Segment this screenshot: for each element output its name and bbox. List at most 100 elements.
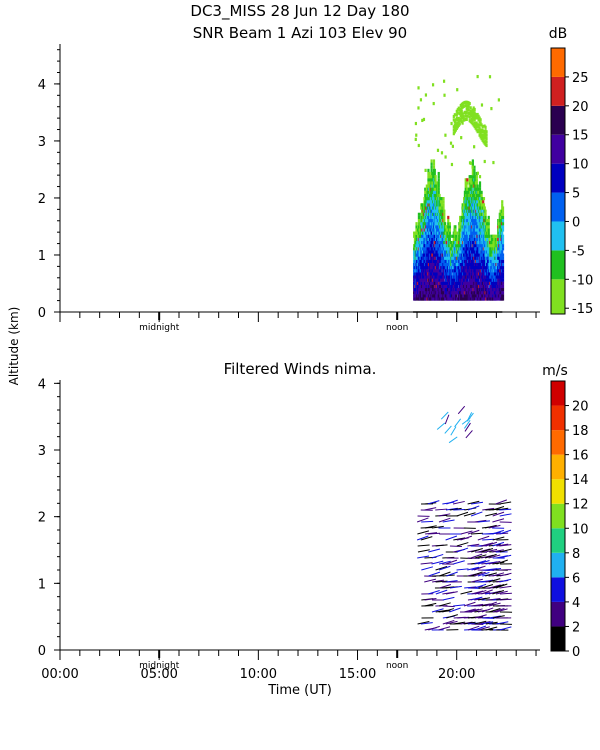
wind-barb (495, 608, 508, 613)
snr-cell (474, 294, 477, 298)
snr-cell (443, 218, 446, 223)
snr-cell (454, 121, 457, 125)
snr-cell (493, 253, 496, 257)
snr-cell (501, 250, 504, 254)
wind-barb (470, 532, 483, 535)
snr-cell (453, 126, 456, 131)
snr-cell (451, 278, 454, 282)
snr-cell (423, 240, 426, 245)
snr-marker-label-midnight: midnight (139, 323, 180, 333)
snr-cell (478, 126, 481, 130)
snr-cell (501, 253, 505, 257)
wind-barb (421, 566, 434, 571)
snr-cell (457, 287, 460, 292)
snr-cell (424, 168, 427, 172)
snr-cell (492, 160, 495, 165)
snr-cell (473, 165, 476, 169)
snr-cell (501, 297, 505, 301)
snr-cell (485, 133, 488, 137)
winds-colorbar-bin (551, 626, 565, 651)
snr-cell (427, 168, 430, 173)
wind-barb (463, 608, 476, 613)
winds-y-tick-label: 3 (38, 444, 46, 459)
snr-cell (497, 98, 500, 102)
snr-cell (417, 143, 420, 148)
snr-cell (493, 281, 496, 285)
snr-cell (485, 140, 488, 144)
wind-barb (427, 500, 440, 505)
wind-barb (420, 562, 433, 565)
wind-barb (420, 622, 433, 625)
wind-barb (431, 525, 444, 529)
snr-cell (430, 240, 433, 245)
wind-barb (438, 560, 451, 565)
snr-cell (428, 240, 432, 245)
wind-barb (499, 554, 512, 559)
snr-cell (495, 240, 498, 245)
snr-cell (501, 281, 505, 285)
wind-barb (444, 425, 452, 434)
snr-cell (466, 193, 469, 198)
snr-cell (453, 244, 456, 248)
wind-barb (492, 607, 505, 613)
snr-cell (439, 228, 442, 232)
snr-cell (478, 133, 481, 137)
wind-barb (474, 589, 487, 595)
snr-cell (482, 197, 486, 201)
wind-barb (488, 615, 501, 619)
snr-cell (428, 250, 431, 254)
wind-barb (474, 614, 487, 619)
snr-cell (473, 171, 476, 176)
wind-barb (492, 506, 505, 511)
winds-colorbar-label: 6 (572, 571, 580, 586)
snr-cell (466, 178, 469, 182)
wind-barb (470, 553, 483, 559)
wind-barb (452, 500, 465, 505)
snr-cell (424, 187, 427, 191)
snr-cell (444, 250, 447, 254)
snr-cell (474, 112, 477, 117)
wind-barb (492, 541, 505, 547)
snr-cell (444, 222, 447, 226)
snr-cell (466, 218, 469, 223)
wind-barb (453, 621, 466, 625)
snr-colorbar-bin (551, 163, 565, 193)
winds-marker-label-midnight: midnight (139, 661, 180, 671)
snr-cell (497, 231, 500, 235)
snr-cell (440, 209, 444, 213)
wind-barb (450, 426, 457, 436)
snr-cell (442, 278, 445, 282)
snr-cell (471, 165, 474, 169)
snr-colorbar-bin (551, 105, 565, 135)
snr-cell (475, 121, 478, 125)
snr-cell (439, 197, 442, 201)
snr-cell (494, 253, 497, 257)
snr-cell (442, 197, 445, 201)
winds-x-tick-label: 10:00 (240, 667, 277, 682)
snr-cell (471, 215, 474, 220)
snr-cell (476, 123, 479, 127)
snr-cell (455, 294, 458, 298)
snr-cell (453, 130, 456, 134)
snr-cell (464, 250, 467, 254)
wind-barb (445, 591, 458, 595)
snr-cell (424, 278, 428, 282)
snr-colorbar: -15 -10 -5 0 5 10 15 20 25 (550, 47, 593, 317)
snr-cell (432, 275, 436, 279)
snr-cell (423, 247, 426, 251)
winds-y-tick-label: 4 (38, 377, 46, 392)
snr-cell (433, 272, 436, 276)
wind-barb (481, 621, 494, 625)
wind-barb (445, 620, 458, 625)
snr-cell (501, 212, 505, 216)
snr-cell (481, 197, 484, 201)
snr-cell (497, 234, 500, 238)
wind-barb (499, 592, 512, 595)
wind-barb (482, 507, 495, 511)
snr-cell (442, 206, 445, 210)
wind-barbs (416, 405, 513, 631)
snr-cell (479, 200, 482, 204)
snr-colorbar-label: -5 (572, 244, 585, 259)
snr-cell (437, 215, 440, 220)
snr-cell (420, 215, 424, 220)
